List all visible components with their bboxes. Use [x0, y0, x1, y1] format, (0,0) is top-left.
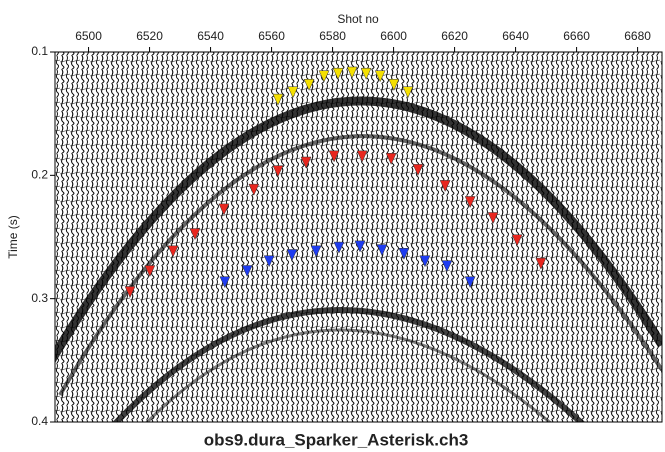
y-tick-label: 0.3: [31, 291, 48, 305]
x-tick-label: 6580: [319, 29, 346, 43]
pick-marker: [144, 265, 156, 278]
pick-marker: [464, 196, 476, 209]
pick-marker: [333, 241, 345, 254]
pick-marker: [272, 93, 284, 106]
x-tick-label: 6560: [258, 29, 285, 43]
x-axis-label: Shot no: [337, 12, 379, 26]
pick-marker: [218, 203, 230, 216]
y-tick-label: 0.2: [31, 168, 48, 182]
pick-marker: [346, 66, 358, 79]
pick-marker: [441, 260, 453, 273]
x-tick-label: 6660: [563, 29, 590, 43]
pick-marker: [124, 286, 136, 299]
pick-marker: [303, 79, 315, 91]
pick-marker: [300, 156, 312, 169]
pick-marker: [332, 67, 344, 80]
pick-marker: [248, 183, 260, 196]
pick-marker: [189, 228, 201, 241]
pick-marker: [388, 79, 400, 91]
pick-marker: [241, 265, 253, 278]
pick-marker: [439, 180, 451, 193]
x-tick-label: 6600: [380, 29, 407, 43]
pick-marker: [287, 86, 299, 99]
pick-marker: [263, 255, 275, 268]
plot-frame: [54, 51, 663, 423]
pick-marker: [374, 70, 386, 83]
pick-marker: [360, 67, 372, 80]
pick-marker: [354, 240, 366, 253]
pick-marker: [535, 257, 547, 270]
pick-marker: [167, 245, 179, 258]
pick-marker: [310, 245, 322, 258]
seismic-background: [55, 52, 662, 422]
pick-marker: [419, 255, 431, 268]
x-tick-label: 6520: [136, 29, 163, 43]
pick-marker: [356, 150, 368, 163]
pick-marker: [487, 212, 499, 225]
pick-marker: [385, 153, 397, 165]
pick-marker: [376, 244, 388, 257]
pick-marker: [511, 234, 523, 247]
x-tick-label: 6640: [502, 29, 529, 43]
y-tick-label: 0.4: [31, 414, 48, 428]
chart-title: obs9.dura_Sparker_Asterisk.ch3: [204, 430, 469, 449]
x-tick-label: 6680: [624, 29, 651, 43]
pick-marker: [272, 165, 284, 178]
pick-marker: [219, 276, 231, 289]
pick-marker: [402, 86, 414, 99]
pick-marker: [398, 248, 410, 260]
pick-marker: [464, 276, 476, 289]
x-tick-label: 6540: [197, 29, 224, 43]
y-tick-label: 0.1: [31, 44, 48, 58]
y-axis-label: Time (s): [6, 215, 20, 259]
pick-marker: [318, 70, 330, 83]
pick-marker: [412, 164, 424, 177]
x-tick-label: 6500: [75, 29, 102, 43]
pick-marker: [328, 150, 340, 163]
x-tick-label: 6620: [441, 29, 468, 43]
pick-marker: [286, 249, 298, 262]
